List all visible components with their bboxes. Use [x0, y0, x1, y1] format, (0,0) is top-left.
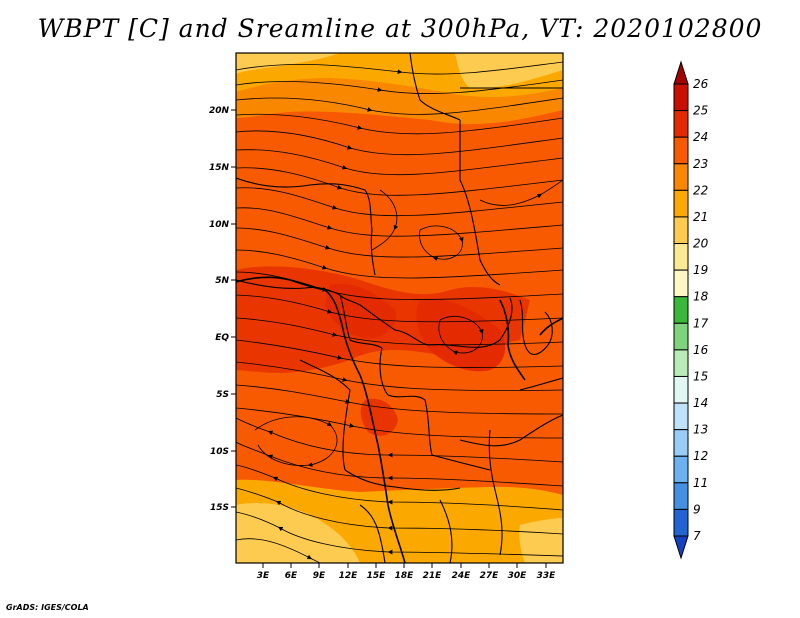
- lon-label: 30E: [508, 571, 528, 581]
- colorbar-segment: [673, 349, 689, 377]
- credit-text: GrADS: IGES/COLA: [6, 603, 89, 612]
- colorbar-segment: [673, 243, 689, 271]
- colorbar-segment: [673, 296, 689, 324]
- colorbar-label: 11: [693, 476, 708, 490]
- colorbar-label: 14: [693, 396, 708, 410]
- colorbar-label: 15: [693, 369, 708, 383]
- lat-label: 5N: [215, 276, 229, 286]
- colorbar-label: 24: [693, 130, 708, 144]
- colorbar-label: 19: [693, 263, 708, 277]
- colorbar-label: 9: [693, 502, 701, 516]
- lon-ticks: [262, 563, 547, 568]
- colorbar-segment: [673, 110, 689, 138]
- lat-label: 10S: [210, 447, 229, 457]
- colorbar-label: 26: [693, 77, 709, 91]
- map-frame: [235, 52, 564, 564]
- colorbar-segment: [673, 402, 689, 431]
- lon-label: 9E: [313, 571, 326, 581]
- colorbar-segment: [673, 163, 689, 191]
- colorbar-label: 17: [693, 316, 709, 330]
- lat-label: 15S: [210, 503, 229, 513]
- lat-label: EQ: [215, 333, 229, 343]
- streamlines: [236, 61, 563, 563]
- lat-ticks: [231, 109, 236, 508]
- colorbar-arrow-top: [673, 60, 689, 85]
- lat-label: 15N: [209, 163, 230, 173]
- colorbar-segment: [673, 83, 689, 112]
- lon-label: 15E: [367, 571, 387, 581]
- lon-label: 24E: [452, 571, 472, 581]
- colorbar-label: 16: [693, 343, 709, 357]
- colorbar-segment: [673, 375, 689, 404]
- colorbar-segment: [673, 429, 689, 457]
- lon-label: 27E: [480, 571, 500, 581]
- colorbar-label: 7: [693, 529, 701, 543]
- colorbar-segment: [673, 136, 689, 165]
- lat-label: 10N: [209, 220, 230, 230]
- colorbar: 26 25 24 23 22 21 20 19 18 17 16 15 14 13 12 11 9 7: [673, 60, 709, 560]
- colorbar-segment: [673, 189, 689, 218]
- lon-label: 12E: [339, 571, 359, 581]
- colorbar-label: 23: [693, 157, 708, 171]
- lon-label: 33E: [537, 571, 557, 581]
- colorbar-label: 12: [693, 449, 708, 463]
- colorbar-segment: [673, 455, 689, 484]
- country-borders: [236, 53, 563, 563]
- colorbar-label: 13: [693, 423, 708, 437]
- colorbar-label: 22: [693, 183, 708, 197]
- temperature-field: [236, 53, 563, 563]
- lon-label: 3E: [257, 571, 270, 581]
- colorbar-segment: [673, 482, 689, 510]
- lon-label: 21E: [423, 571, 443, 581]
- colorbar-label: 20: [693, 237, 709, 251]
- colorbar-segment: [673, 216, 689, 245]
- colorbar-label: 18: [693, 290, 709, 304]
- lat-label: 5S: [216, 390, 229, 400]
- lat-label: 20N: [209, 106, 230, 116]
- colorbar-segment: [673, 508, 689, 537]
- colorbar-label: 21: [693, 210, 708, 224]
- colorbar-arrow-bottom: [673, 535, 689, 560]
- lon-label: 18E: [395, 571, 415, 581]
- map-title: WBPT [C] and Sreamline at 300hPa, VT: 20…: [37, 14, 763, 43]
- lon-label: 6E: [285, 571, 298, 581]
- colorbar-segment: [673, 269, 689, 298]
- colorbar-label: 25: [693, 104, 708, 118]
- colorbar-segment: [673, 322, 689, 351]
